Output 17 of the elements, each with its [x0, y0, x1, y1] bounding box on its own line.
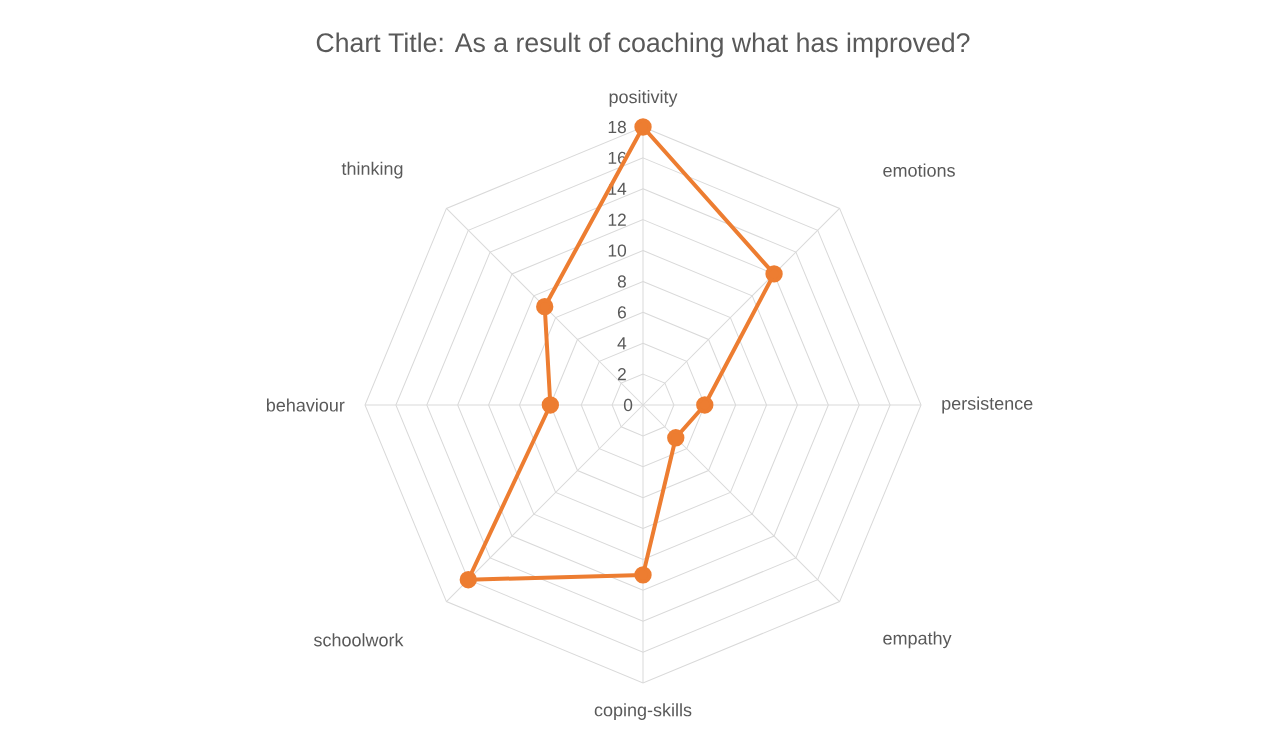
spoke-label: coping-skills [594, 703, 692, 720]
spoke-label: emotions [883, 163, 955, 177]
spoke-label: schoolwork [313, 633, 404, 647]
y-tick-label: 18 [608, 120, 626, 134]
spoke-label: persistence [942, 396, 1033, 414]
y-tick-label: 2 [617, 368, 626, 381]
spoke-label: thinking [341, 161, 403, 179]
y-tick-label: 6 [617, 306, 626, 319]
chart-title: Chart Title: As a result of coaching what has improved? [316, 32, 970, 58]
spoke-label: positivity [609, 90, 678, 107]
y-tick-label: 8 [617, 275, 626, 288]
y-tick-label: 10 [608, 244, 627, 257]
y-tick-label: 12 [608, 213, 626, 226]
spoke-label: empathy [883, 631, 952, 649]
y-tick-label: 0 [623, 398, 633, 412]
spoke-label: behaviour [266, 398, 345, 412]
y-tick-label: 4 [617, 337, 627, 350]
